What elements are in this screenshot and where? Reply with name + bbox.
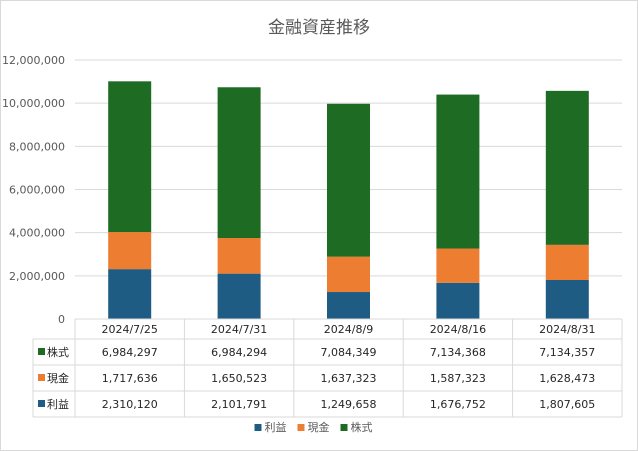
data-table: 2024/7/25 2024/7/31 2024/8/9 2024/8/16 2024/… (32, 318, 623, 418)
legend-key (254, 424, 262, 431)
table-cell: 1,628,473 (539, 372, 595, 385)
category-label: 2024/7/31 (211, 323, 267, 336)
table-cell: 7,134,368 (430, 346, 486, 359)
bar-segment (108, 81, 152, 233)
bar-segment (327, 256, 370, 293)
bar-segment (217, 273, 261, 319)
chart-title: 金融資産推移 (268, 18, 370, 38)
y-tick-label: 0 (58, 313, 65, 326)
legend-key (297, 424, 305, 431)
table-cell: 6,984,294 (211, 346, 267, 359)
table-cell: 1,637,323 (321, 372, 377, 385)
bar-segment (327, 103, 370, 257)
y-tick-label: 10,000,000 (2, 97, 65, 110)
legend-key (340, 424, 348, 431)
legend: 利益 現金 株式 (254, 420, 373, 434)
y-tick-label: 6,000,000 (9, 184, 65, 197)
table-cell: 1,249,658 (321, 398, 377, 411)
bar-segment (327, 292, 370, 319)
y-tick-label: 2,000,000 (9, 270, 65, 283)
bars (108, 81, 589, 319)
category-label: 2024/7/25 (101, 323, 157, 336)
category-label: 2024/8/9 (324, 323, 373, 336)
table-legend-key (38, 348, 45, 355)
bar-segment (436, 248, 480, 283)
table-cell: 7,134,357 (539, 346, 595, 359)
y-tick-label: 8,000,000 (9, 140, 65, 153)
category-label: 2024/8/16 (430, 323, 486, 336)
table-cell: 1,676,752 (430, 398, 486, 411)
category-label: 2024/8/31 (539, 323, 595, 336)
bar-segment (217, 87, 261, 239)
table-row-name: 現金 (47, 371, 69, 385)
table-cell: 1,587,323 (430, 372, 486, 385)
legend-label: 利益 (265, 420, 287, 434)
table-legend-key (38, 400, 45, 407)
bar-segment (436, 94, 480, 249)
bar-segment (108, 269, 152, 319)
table-cell: 1,650,523 (211, 372, 267, 385)
bar-segment (545, 244, 589, 280)
bar-segment (436, 282, 480, 319)
bar-segment (545, 90, 589, 245)
gridlines (75, 59, 622, 277)
legend-label: 株式 (351, 420, 373, 434)
legend-label: 現金 (308, 420, 330, 434)
table-legend-key (38, 374, 45, 381)
table-cell: 7,084,349 (321, 346, 377, 359)
y-tick-label: 4,000,000 (9, 227, 65, 240)
bar-segment (545, 279, 589, 319)
table-cell: 1,807,605 (539, 398, 595, 411)
table-cell: 2,310,120 (102, 398, 158, 411)
bar-segment (108, 232, 152, 270)
bar-segment (217, 238, 261, 274)
table-cell: 6,984,297 (102, 346, 158, 359)
y-tick-label: 12,000,000 (2, 54, 65, 67)
y-axis: 0 2,000,000 4,000,000 6,000,000 8,000,000 10,… (2, 54, 65, 326)
table-row-name: 利益 (47, 397, 69, 411)
table-cell: 2,101,791 (211, 398, 267, 411)
table-row-name: 株式 (47, 345, 69, 359)
table-cell: 1,717,636 (102, 372, 158, 385)
